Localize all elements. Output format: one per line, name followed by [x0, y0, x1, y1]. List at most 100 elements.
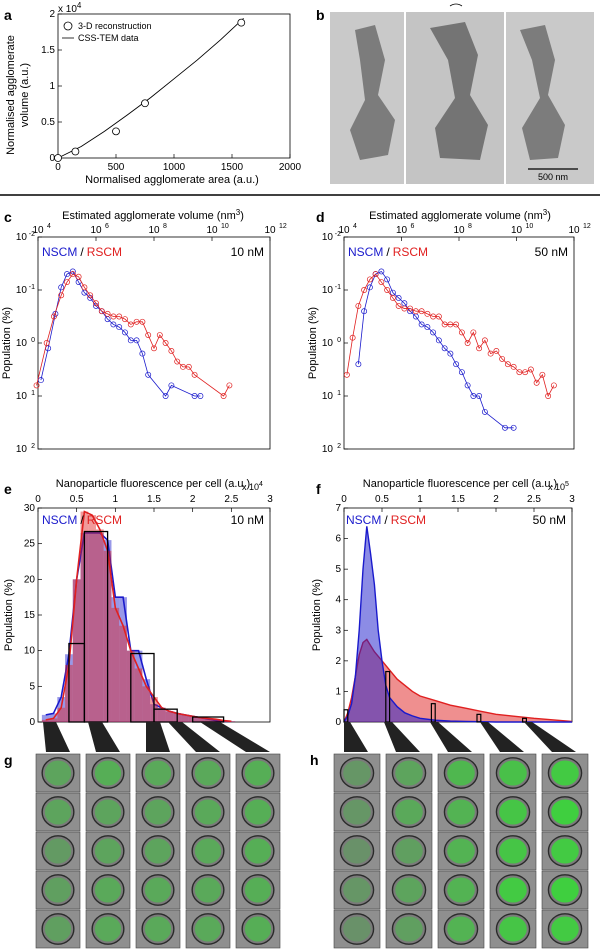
y-tick-label: 3: [335, 625, 341, 636]
rscm-bar: [212, 719, 220, 722]
nscm-bar: [134, 650, 143, 722]
cell-fluorescence: [144, 760, 172, 786]
rscm-bar: [72, 579, 81, 722]
panel-a-x-ticks: 0 500 1000 1500 2000: [55, 154, 302, 173]
nscm-point: [116, 324, 123, 331]
nscm-point: [64, 271, 70, 278]
cell-body: [41, 874, 75, 906]
panel-c: c Estimated agglomerate volume (nm3) 10 2…: [1, 208, 287, 455]
cell-fluorescence: [447, 838, 475, 864]
y-tick-label: 1: [49, 81, 55, 92]
cell-body: [41, 796, 75, 828]
rscm-bar: [165, 711, 174, 722]
nscm-point: [355, 361, 362, 368]
nscm-point: [37, 377, 44, 384]
rscm-point: [389, 295, 396, 301]
cell-fluorescence: [551, 916, 579, 942]
nscm-bar: [181, 714, 189, 722]
nscm-point: [441, 345, 448, 352]
nscm-point: [510, 424, 517, 431]
nscm-point: [378, 268, 385, 275]
panel-c-x-ticks: 10 4 10 6 10 8 10 10 10 12: [32, 223, 287, 241]
rscm-bar: [119, 625, 127, 722]
y-tick-label: 5: [335, 564, 341, 575]
rscm-point: [527, 366, 534, 373]
rscm-point: [361, 287, 368, 293]
rscm-area: [344, 639, 572, 722]
nscm-point: [122, 329, 128, 336]
y-tick-label: 10: [322, 232, 334, 243]
rscm-point: [533, 379, 540, 386]
panel-e-top-label: Nanoparticle fluorescence per cell (a.u.…: [56, 478, 250, 490]
rscm-point: [458, 329, 465, 336]
rscm-point: [33, 382, 40, 389]
connector-band: [384, 722, 420, 752]
rscm-point: [378, 279, 385, 285]
y-tick-label: 10: [322, 338, 334, 349]
agglomerate-shape-1: [350, 25, 395, 160]
panel-letter-d: d: [316, 209, 325, 225]
rscm-point: [110, 313, 117, 320]
rscm-point: [470, 329, 477, 336]
rscm-point: [504, 361, 511, 368]
connector-band: [168, 722, 220, 752]
nscm-bar: [57, 697, 66, 722]
highlighted-bin: [130, 652, 155, 723]
reconstruction-point: [141, 99, 149, 108]
y-tick-label: 2: [49, 9, 55, 20]
nscm-point: [430, 329, 437, 336]
y-tick-label: 25: [24, 539, 36, 550]
rscm-bar: [227, 721, 236, 722]
x-tick-exponent: 4: [47, 223, 51, 230]
panel-a-exponent: x 104: [58, 1, 82, 15]
cell-fluorescence: [343, 916, 371, 942]
panel-a-ylabel-1: Normalised agglomerate: [5, 35, 17, 155]
nscm-point: [476, 393, 483, 399]
x-tick-label: 1: [417, 494, 423, 505]
rscm-point: [522, 369, 529, 376]
rscm-outline: [45, 510, 232, 723]
cell-body: [339, 913, 375, 945]
y-tick-exponent: 1: [337, 390, 341, 397]
nscm-point: [481, 408, 488, 415]
highlighted-bin: [153, 708, 178, 723]
y-tick-exponent: -1: [335, 284, 341, 291]
rscm-bar: [134, 668, 143, 722]
rscm-point: [510, 363, 517, 370]
y-tick-label: 7: [335, 503, 341, 514]
cell-fluorescence: [194, 916, 222, 942]
cell-fluorescence: [94, 916, 122, 942]
panel-b: b 500 nm: [316, 3, 594, 184]
cell-body: [339, 757, 375, 789]
rscm-point: [407, 305, 414, 312]
rscm-bar: [196, 717, 205, 722]
x-tick-label: 0: [341, 494, 347, 505]
rscm-point: [447, 321, 454, 328]
x-tick-exponent: 10: [221, 223, 229, 230]
rscm-point: [87, 292, 94, 299]
y-tick-exponent: 0: [31, 337, 35, 344]
cell-fluorescence: [194, 877, 222, 903]
cell-body: [339, 874, 375, 906]
cell-body: [391, 835, 427, 867]
cell-fluorescence: [447, 760, 475, 786]
rscm-point: [51, 313, 57, 320]
cell-fluorescence: [551, 877, 579, 903]
rscm-point: [162, 340, 169, 346]
x-tick-exponent: 4: [353, 223, 357, 230]
rscm-point: [430, 313, 437, 320]
x-tick-exponent: 6: [411, 223, 415, 230]
nscm-point: [361, 308, 368, 315]
cell-fluorescence: [94, 838, 122, 864]
y-tick-label: 0: [49, 153, 55, 164]
rscm-point: [191, 371, 198, 378]
y-tick-label: 30: [24, 503, 36, 514]
y-tick-label: 10: [322, 444, 334, 455]
panel-a-y-ticks: 0 0.5 1 1.5 2: [41, 9, 62, 164]
rscm-point: [185, 363, 192, 370]
cell-fluorescence: [194, 838, 222, 864]
x-tick-label: 2000: [279, 162, 302, 173]
rscm-point: [355, 302, 362, 309]
panel-letter-c: c: [4, 209, 12, 225]
y-tick-label: 2: [335, 656, 341, 667]
